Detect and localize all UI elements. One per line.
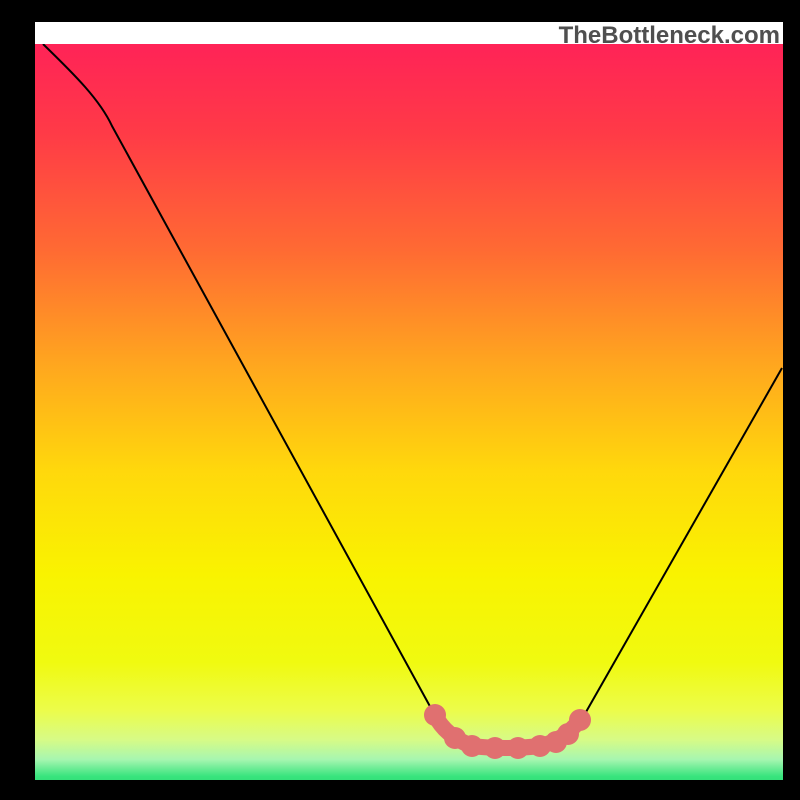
valley-dot (507, 737, 529, 759)
valley-dot (424, 704, 446, 726)
frame-top (0, 0, 800, 22)
frame-bottom (0, 780, 800, 800)
chart-container: TheBottleneck.com (0, 0, 800, 800)
frame-right (783, 0, 800, 800)
frame-left (0, 0, 35, 800)
gradient-plot (35, 44, 783, 780)
valley-dot (484, 737, 506, 759)
watermark-text: TheBottleneck.com (559, 22, 780, 50)
valley-dot (569, 709, 591, 731)
valley-dot (461, 735, 483, 757)
